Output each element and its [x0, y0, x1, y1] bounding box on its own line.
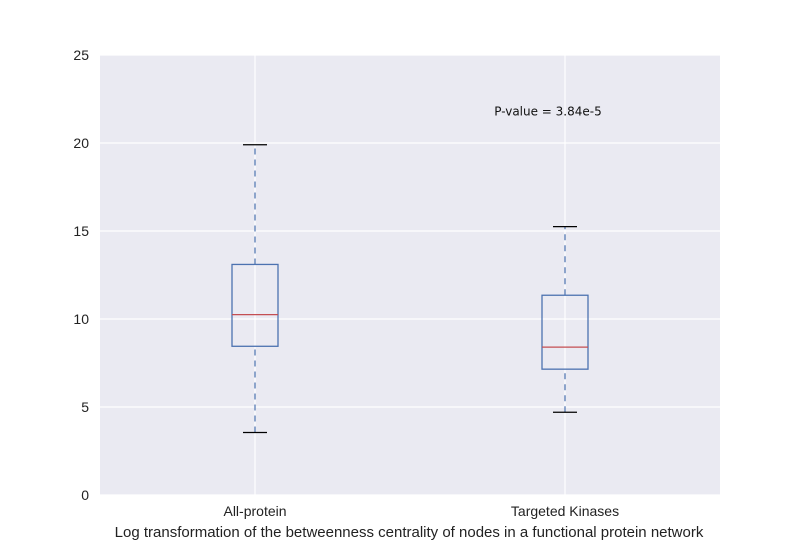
x-axis-ticks: All-protein Targeted Kinases — [223, 503, 619, 519]
x-tick-label: All-protein — [223, 503, 286, 519]
box-series — [231, 144, 589, 434]
y-tick-label: 10 — [73, 311, 89, 327]
plot-area — [100, 55, 720, 495]
box-group — [541, 225, 589, 413]
p-value-annotation: P-value = 3.84e-5 — [494, 104, 602, 118]
iqr-box — [231, 263, 279, 347]
y-tick-label: 15 — [73, 223, 89, 239]
y-tick-label: 20 — [73, 135, 89, 151]
y-tick-label: 5 — [81, 399, 89, 415]
x-axis-label: Log transformation of the betweenness ce… — [115, 524, 704, 541]
grid-lines — [100, 54, 720, 496]
iqr-box — [541, 294, 589, 370]
y-tick-label: 0 — [81, 487, 89, 503]
y-axis-ticks: 0 5 10 15 20 25 — [73, 47, 89, 503]
y-tick-label: 25 — [73, 47, 89, 63]
box-group — [231, 144, 279, 434]
x-tick-label: Targeted Kinases — [511, 503, 619, 519]
